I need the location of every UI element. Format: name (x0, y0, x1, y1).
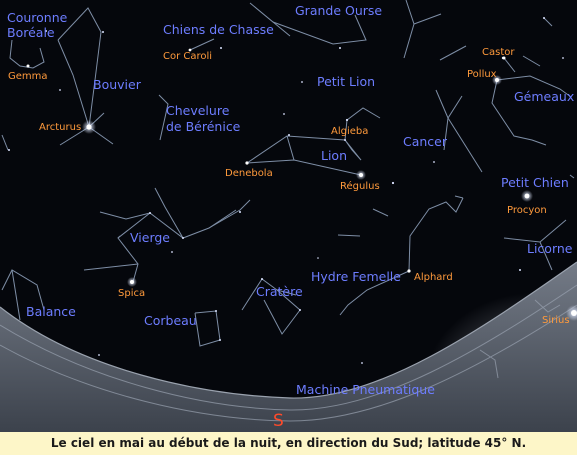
star-label-procyon: Procyon (507, 205, 547, 216)
caption: Le ciel en mai au début de la nuit, en d… (0, 432, 577, 455)
label-gemeaux: Gémeaux (514, 89, 574, 104)
star-label-algieba: Algieba (331, 126, 368, 137)
star-label-castor: Castor (482, 47, 515, 58)
label-hydre-femelle: Hydre Femelle (311, 269, 401, 284)
label-lion: Lion (321, 148, 347, 163)
star-label-pollux: Pollux (467, 69, 497, 80)
faint-stars (8, 17, 564, 364)
label-petit-lion: Petit Lion (317, 74, 375, 89)
star-labels: Gemma Cor Caroli Castor Pollux Arcturus … (8, 47, 570, 326)
star-label-spica: Spica (118, 288, 145, 299)
label-machine-pneumatique: Machine Pneumatique (296, 382, 435, 397)
label-corbeau: Corbeau (144, 313, 197, 328)
star-label-regulus: Régulus (340, 180, 380, 192)
star-label-sirius: Sirius (542, 315, 570, 326)
star-label-alphard: Alphard (414, 272, 453, 283)
star-label-cor-caroli: Cor Caroli (163, 51, 212, 62)
label-couronne-boreale-1: Couronne (7, 10, 68, 25)
label-vierge: Vierge (130, 230, 170, 245)
label-chiens-de-chasse: Chiens de Chasse (163, 22, 274, 37)
label-licorne: Licorne (527, 241, 573, 256)
star-label-gemma: Gemma (8, 71, 48, 82)
label-grande-ourse: Grande Ourse (295, 3, 382, 18)
horizon-ground (0, 262, 577, 432)
sky-map: Couronne Boréale Chiens de Chasse Grande… (0, 0, 577, 432)
label-cancer: Cancer (403, 134, 448, 149)
compass-south-label: S (273, 411, 284, 431)
label-cratere: Cratère (256, 284, 303, 299)
label-chevelure-2: de Bérénice (166, 119, 241, 134)
label-bouvier: Bouvier (93, 77, 142, 92)
label-petit-chien: Petit Chien (501, 175, 569, 190)
star-label-arcturus: Arcturus (39, 122, 81, 133)
label-couronne-boreale-2: Boréale (7, 25, 55, 40)
bright-stars (26, 48, 577, 321)
label-chevelure-1: Chevelure (166, 103, 230, 118)
label-balance: Balance (26, 304, 76, 319)
constellation-labels: Couronne Boréale Chiens de Chasse Grande… (7, 3, 574, 397)
star-label-denebola: Denebola (225, 168, 273, 179)
sky-chart: Couronne Boréale Chiens de Chasse Grande… (0, 0, 577, 432)
